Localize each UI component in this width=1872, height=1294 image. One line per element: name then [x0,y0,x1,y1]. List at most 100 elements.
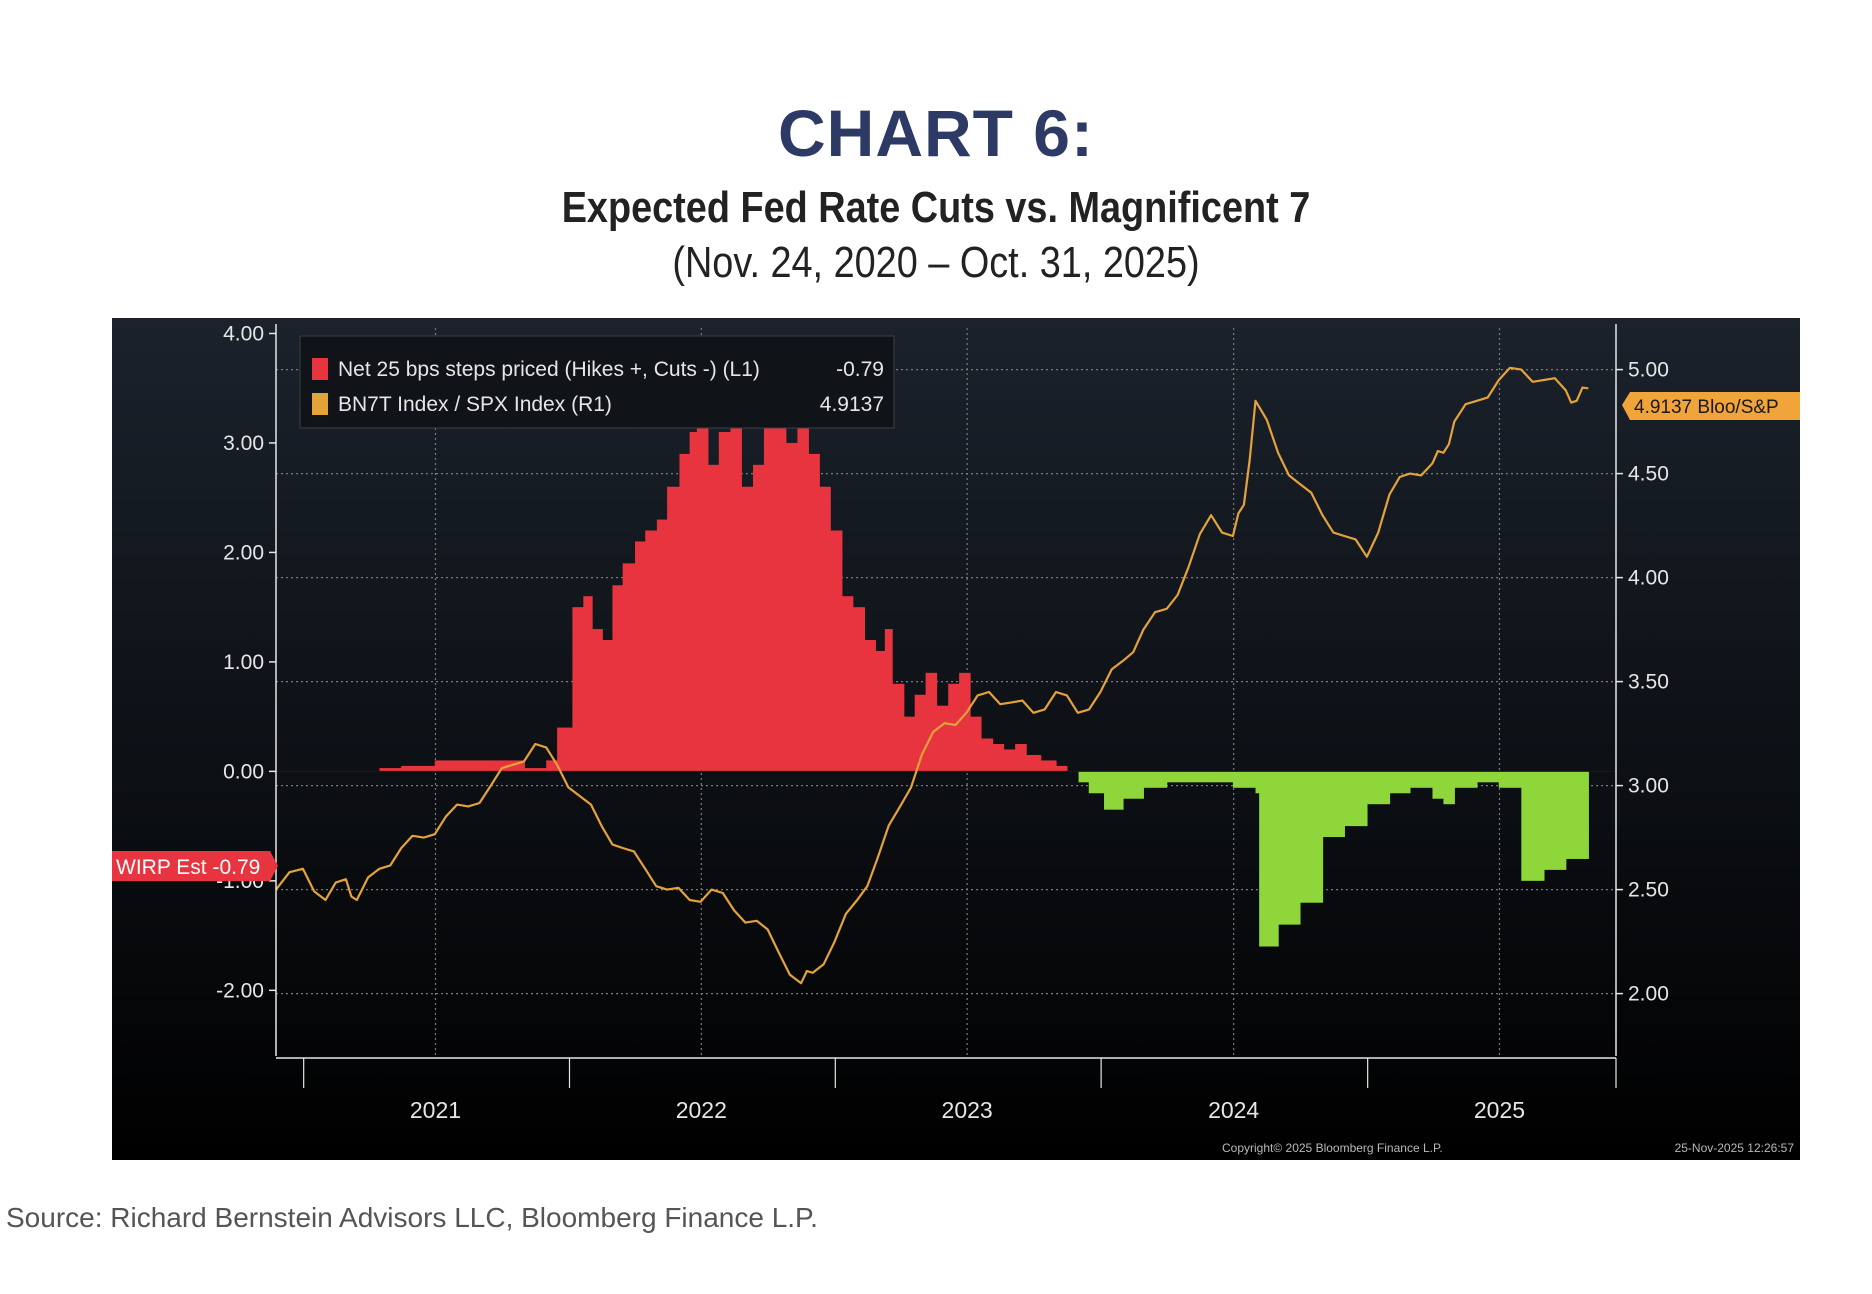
right-axis-tick-label: 3.50 [1628,671,1669,694]
rate-steps-bar [892,683,905,772]
rate-steps-bar [903,716,916,772]
rate-steps-bar [602,640,614,772]
rate-steps-bar [667,486,681,772]
legend-label-ratio: BN7T Index / SPX Index (R1) [338,393,612,416]
rate-steps-bar [524,768,547,772]
rate-steps-bar [1443,771,1455,805]
rate-steps-bar [1409,771,1434,788]
rate-steps-bar [741,486,754,772]
rate-steps-bar [1104,771,1124,810]
left-value-tag-text: WIRP Est -0.79 [116,856,260,879]
rate-steps-bar [645,530,658,772]
rate-steps-bar [656,519,668,772]
rate-steps-bar [830,530,843,772]
rate-steps-bar [635,541,646,772]
rate-steps-bar [925,672,938,772]
chart-panel: 4.00 3.00 2.00 1.00 0.00 -1.00 -2.00 5.00 4.50 4.… [112,318,1800,1160]
rate-steps-bar [1366,771,1391,805]
left-value-tag [112,851,278,881]
rate-steps-bar [696,410,709,772]
rate-steps-bar [434,760,458,772]
rate-steps-bar [970,716,982,772]
rate-steps-bar [875,650,886,772]
chart-svg: 4.003.002.001.000.00-1.00-2.005.004.504.… [112,318,1800,1160]
right-axis-tick-label: 4.50 [1628,463,1669,486]
rate-steps-bar [1521,771,1545,881]
rate-steps-bar [457,760,492,772]
legend-value-ratio: 4.9137 [820,393,884,416]
rate-steps-bar [936,705,949,772]
rate-steps-bar [718,432,732,772]
rate-steps-bar [1040,760,1057,772]
ratio-line-layer [275,366,1589,985]
rate-steps-bar [1122,771,1144,799]
rate-steps-bar [546,760,558,772]
rate-steps-bar [774,410,787,772]
rate-steps-bar [1476,771,1500,783]
value-tags: WIRP Est -0.79 4.9137 Bloo/S&P [112,392,1800,881]
rate-steps-bar [1255,771,1260,794]
legend-swatch-rate-steps [312,358,328,380]
rate-steps-bar [1454,771,1478,788]
rate-steps-bar [1389,771,1411,794]
right-axis-tick-label: 5.00 [1628,359,1669,382]
rate-steps-bar [852,607,866,772]
rate-steps-bar [914,694,927,772]
rate-steps-bar [980,738,994,772]
chart-title: CHART 6: [778,96,1094,170]
legend-swatch-ratio [312,393,328,415]
ratio-line [275,366,1589,985]
rate-steps-bar [753,464,765,772]
bottom-axis-tick-label: 2023 [942,1097,993,1123]
rate-steps-bar [1188,771,1212,783]
rate-steps-bar [592,629,603,772]
rate-steps-bar [819,486,831,772]
legend-value-rate-steps: -0.79 [836,358,884,381]
rate-steps-bar [1432,771,1445,799]
left-axis-tick-label: 4.00 [223,322,264,345]
legend-label-rate-steps: Net 25 bps steps priced (Hikes +, Cuts -… [338,358,760,381]
bottom-axis-tick-label: 2025 [1474,1097,1525,1123]
chart-subtitle: Expected Fed Rate Cuts vs. Magnificent 7 [561,183,1311,232]
rate-steps-bar [1026,754,1042,772]
rate-steps-bar [1003,749,1016,772]
rate-steps-bar [841,596,854,772]
rate-steps-bar [557,727,574,772]
rate-steps-bar [959,672,971,772]
left-axis-tick-label: 0.00 [223,760,264,783]
rate-steps-bar [1232,771,1257,788]
bottom-axis-tick-label: 2021 [410,1097,461,1123]
rate-steps-bar [622,563,636,772]
left-axis-tick-label: 1.00 [223,651,264,674]
rate-steps-bar [1259,771,1279,947]
rate-steps-bar [1344,771,1368,827]
right-axis-tick-label: 2.00 [1628,983,1669,1006]
right-value-tag [1622,392,1800,420]
bottom-axis-tick-label: 2024 [1208,1097,1259,1123]
rate-steps-bar [1299,771,1324,903]
rate-steps-bar [689,432,698,772]
right-axis-tick-label: 4.00 [1628,567,1669,590]
rate-steps-bar [679,453,691,772]
footer-copyright: Copyright© 2025 Bloomberg Finance L.P. [1222,1141,1443,1155]
rate-steps-bar [1322,771,1345,838]
rate-steps-bar [797,421,809,772]
left-axis-tick-label: -2.00 [216,979,264,1002]
rate-steps-bar [1143,771,1168,788]
rate-steps-bar [401,765,436,772]
rate-steps-bar [612,585,624,772]
rate-steps-bar [864,640,876,772]
rate-steps-bar [1211,771,1234,783]
footer-timestamp: 25-Nov-2025 12:26:57 [1675,1141,1795,1155]
rate-steps-bar [1543,771,1567,870]
rate-steps-bar [583,596,593,772]
rate-steps-bar [785,442,799,772]
rate-steps-bar [1015,744,1027,772]
rate-steps-bar [1055,765,1068,772]
rate-steps-bar [572,607,584,772]
rate-steps-bar [1565,771,1589,859]
rate-steps-bar [1498,771,1522,788]
rate-steps-bar [379,768,402,772]
rate-steps-bar [884,629,893,772]
rate-steps-bar [1088,771,1105,794]
